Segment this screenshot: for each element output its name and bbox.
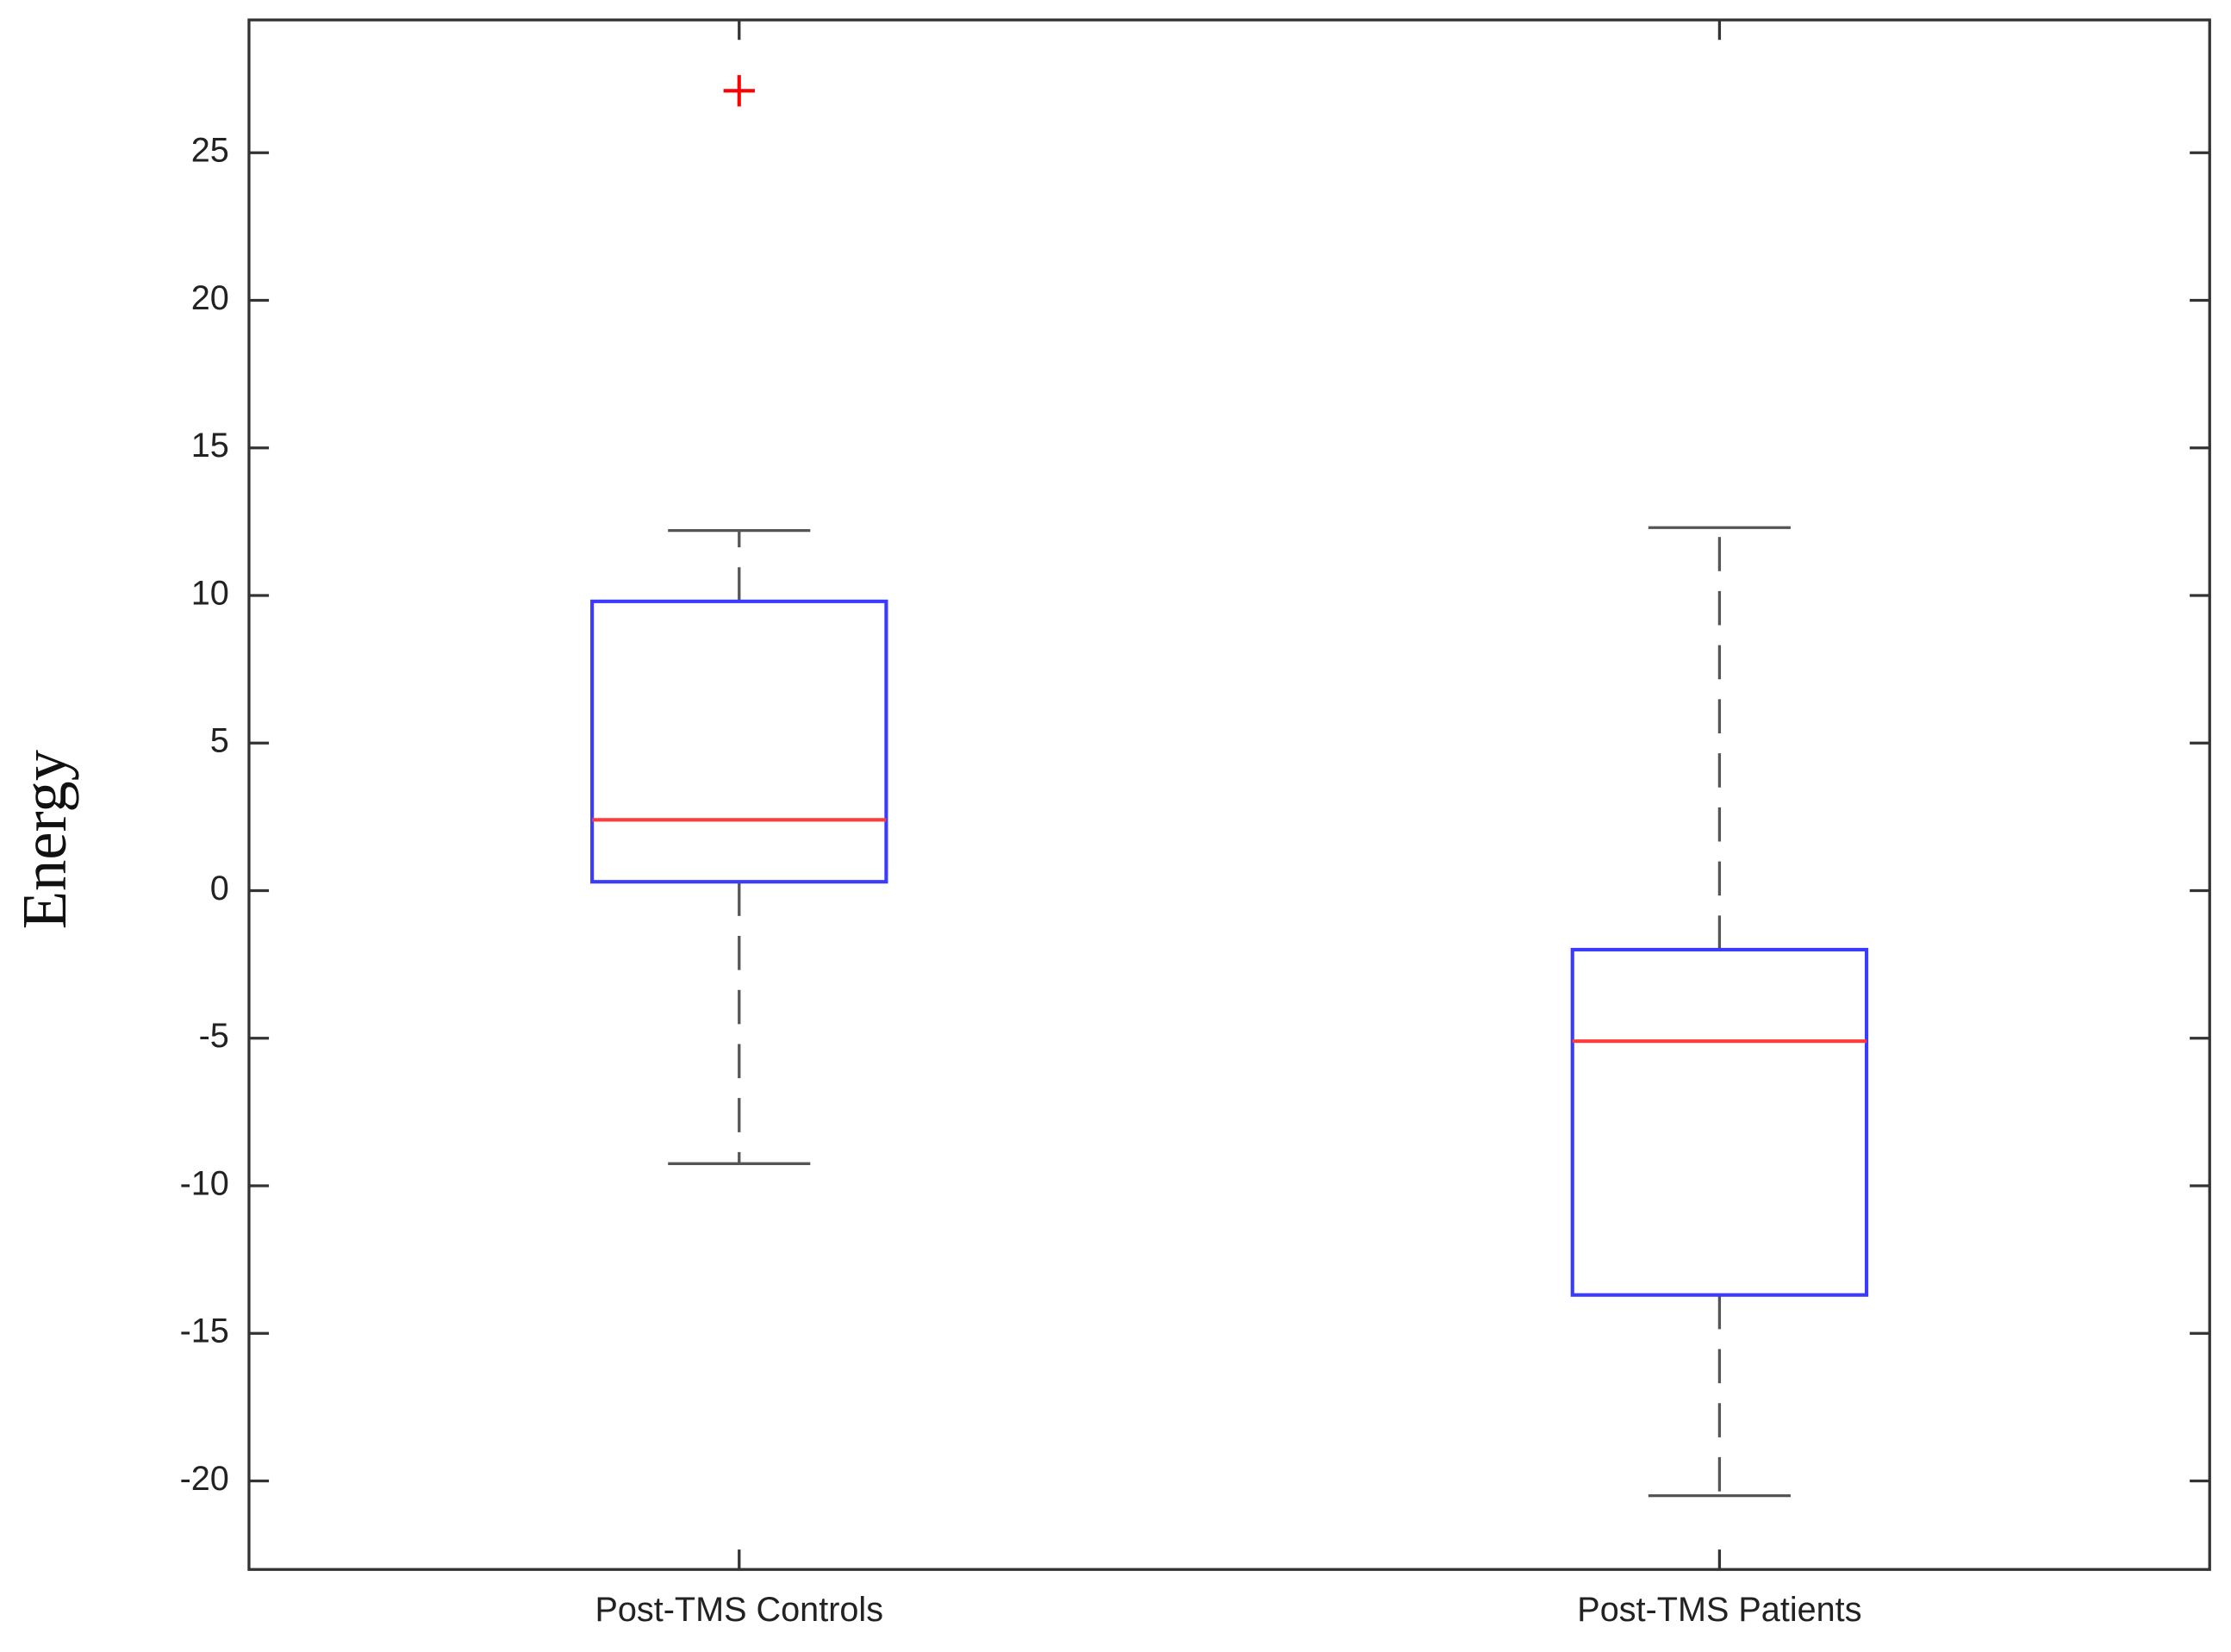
y-tick-label: 5: [210, 722, 229, 760]
outlier: [723, 75, 755, 107]
y-tick-label: -5: [199, 1017, 229, 1055]
x-tick-label: Post-TMS Controls: [595, 1591, 883, 1629]
y-tick-label: -15: [180, 1312, 229, 1350]
x-tick-label: Post-TMS Patients: [1577, 1591, 1861, 1629]
plot-frame: [247, 18, 2211, 1571]
y-tick-label: 20: [191, 279, 229, 317]
box: [1570, 947, 1869, 1297]
box: [590, 599, 888, 884]
y-tick-label: 25: [191, 132, 229, 170]
y-tick-label: 10: [191, 574, 229, 612]
y-tick-label: 0: [210, 870, 229, 907]
y-tick-label: -10: [180, 1164, 229, 1202]
y-tick-label: 15: [191, 427, 229, 464]
y-tick-label: -20: [180, 1460, 229, 1498]
y-axis-label: Energy: [9, 749, 79, 929]
